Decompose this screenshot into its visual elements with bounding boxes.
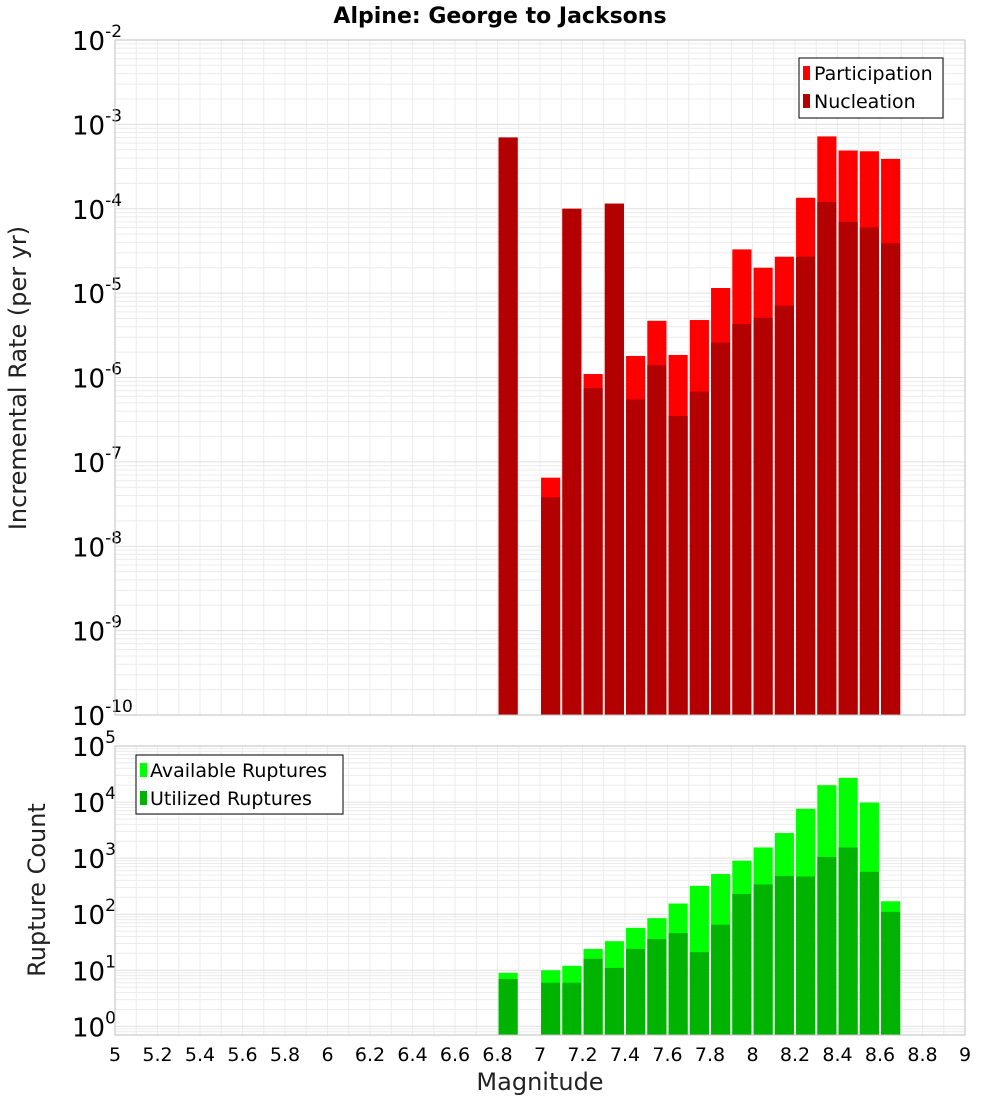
x-tick-label: 6.4 xyxy=(397,1044,427,1066)
x-tick-label: 7.4 xyxy=(610,1044,640,1066)
bottom-bars xyxy=(498,777,901,1035)
bottom-y-tick-label: 105 xyxy=(72,728,116,763)
x-tick-label: 6 xyxy=(321,1044,333,1066)
bar-nucleation xyxy=(774,305,794,715)
bar-utilized-ruptures xyxy=(732,893,752,1035)
bar-utilized-ruptures xyxy=(838,847,858,1035)
x-tick-label: 6.6 xyxy=(440,1044,470,1066)
top-panel: 10-10 10-9 10-8 10-7 10-6 10-5 10-4 10-3 10-2 In… xyxy=(4,22,966,732)
bottom-panel: 100 101 102 103 104 105 Rupture Count Availab… xyxy=(23,728,971,1096)
bar-nucleation xyxy=(583,388,603,715)
x-tick-label: 8.2 xyxy=(780,1044,810,1066)
x-tick-label: 7 xyxy=(534,1044,546,1066)
bar-nucleation xyxy=(796,256,816,715)
bottom-y-axis-title: Rupture Count xyxy=(23,803,51,977)
x-tick-label: 6.8 xyxy=(482,1044,512,1066)
bar-utilized-ruptures xyxy=(881,911,901,1035)
legend-swatch-participation xyxy=(803,66,810,80)
x-tick-label: 5.8 xyxy=(270,1044,300,1066)
x-tick-label: 8.4 xyxy=(822,1044,852,1066)
bottom-y-tick-label: 104 xyxy=(72,784,116,819)
bar-utilized-ruptures xyxy=(753,884,773,1035)
top-y-tick-label: 10-8 xyxy=(72,528,122,563)
bar-utilized-ruptures xyxy=(562,982,582,1035)
x-tick-label: 5.2 xyxy=(142,1044,172,1066)
bottom-y-tick-label: 100 xyxy=(72,1008,116,1043)
bar-nucleation xyxy=(562,208,582,715)
bar-utilized-ruptures xyxy=(604,967,624,1035)
bar-nucleation xyxy=(711,342,731,715)
bottom-y-ticks: 100 101 102 103 104 105 xyxy=(72,728,116,1043)
bar-utilized-ruptures xyxy=(583,958,603,1035)
bar-utilized-ruptures xyxy=(711,924,731,1035)
bar-nucleation xyxy=(626,399,646,715)
bar-nucleation xyxy=(498,137,518,716)
bar-nucleation xyxy=(753,317,773,715)
x-axis-title: Magnitude xyxy=(476,1068,603,1096)
x-tick-label: 7.2 xyxy=(567,1044,597,1066)
top-bars xyxy=(498,136,901,716)
top-y-axis-title: Incremental Rate (per yr) xyxy=(4,226,32,530)
legend-swatch-available-ruptures xyxy=(140,763,147,777)
top-grid xyxy=(114,39,966,716)
bar-nucleation xyxy=(859,227,879,715)
top-y-tick-label: 10-9 xyxy=(72,613,122,648)
top-y-tick-label: 10-4 xyxy=(72,191,122,226)
bottom-plot-border xyxy=(114,745,966,1036)
x-tick-label: 7.8 xyxy=(695,1044,725,1066)
top-plot-border xyxy=(114,39,966,716)
top-legend-box xyxy=(798,57,944,119)
legend-label-participation: Participation xyxy=(814,63,933,85)
legend-label-nucleation: Nucleation xyxy=(814,91,916,113)
bar-utilized-ruptures xyxy=(647,939,667,1035)
top-y-tick-label: 10-5 xyxy=(72,275,122,310)
bar-nucleation xyxy=(817,202,837,715)
legend-swatch-utilized-ruptures xyxy=(140,791,147,805)
bar-utilized-ruptures xyxy=(498,978,518,1035)
bar-nucleation xyxy=(668,415,688,715)
x-tick-label: 7.6 xyxy=(652,1044,682,1066)
legend-swatch-nucleation xyxy=(803,94,810,108)
x-tick-label: 5.6 xyxy=(227,1044,257,1066)
bar-nucleation xyxy=(732,324,752,715)
bar-nucleation xyxy=(647,365,667,715)
bottom-legend-box xyxy=(135,754,344,815)
legend-label-available-ruptures: Available Ruptures xyxy=(150,760,327,782)
bar-utilized-ruptures xyxy=(668,933,688,1035)
legend-label-utilized-ruptures: Utilized Ruptures xyxy=(150,788,312,810)
x-tick-label: 9 xyxy=(959,1044,971,1066)
x-tick-label: 6.2 xyxy=(355,1044,385,1066)
top-y-tick-label: 10-3 xyxy=(72,106,122,141)
bottom-y-tick-label: 103 xyxy=(72,840,116,875)
bottom-y-tick-label: 101 xyxy=(72,952,116,987)
bar-nucleation xyxy=(881,243,901,716)
bar-utilized-ruptures xyxy=(796,876,816,1035)
chart-title: Alpine: George to Jacksons xyxy=(333,4,666,29)
bar-nucleation xyxy=(541,497,561,715)
bar-nucleation xyxy=(689,391,709,715)
top-y-ticks: 10-10 10-9 10-8 10-7 10-6 10-5 10-4 10-3 10-2 xyxy=(72,22,133,732)
bottom-legend: Available Ruptures Utilized Ruptures xyxy=(135,754,344,815)
top-y-tick-label: 10-10 xyxy=(72,697,133,732)
x-tick-label: 5 xyxy=(109,1044,121,1066)
top-legend: Participation Nucleation xyxy=(798,57,944,119)
x-tick-label: 8 xyxy=(746,1044,758,1066)
top-y-tick-label: 10-2 xyxy=(72,22,122,57)
top-y-tick-label: 10-7 xyxy=(72,444,122,479)
x-tick-label: 8.6 xyxy=(865,1044,895,1066)
top-y-tick-label: 10-6 xyxy=(72,360,122,395)
bar-utilized-ruptures xyxy=(541,982,561,1035)
bottom-y-tick-label: 102 xyxy=(72,896,116,931)
bar-nucleation xyxy=(604,203,624,716)
x-tick-labels: 5 5.2 5.4 5.6 5.8 6 6.2 6.4 6.6 6.8 7 7.2 7.4 7.6 7.8 8… xyxy=(109,1044,971,1066)
bar-nucleation xyxy=(838,221,858,715)
bar-utilized-ruptures xyxy=(626,948,646,1035)
bar-utilized-ruptures xyxy=(689,952,709,1035)
bar-utilized-ruptures xyxy=(774,875,794,1035)
x-tick-label: 8.8 xyxy=(907,1044,937,1066)
bar-utilized-ruptures xyxy=(817,856,837,1035)
bar-utilized-ruptures xyxy=(859,871,879,1035)
x-tick-label: 5.4 xyxy=(185,1044,215,1066)
